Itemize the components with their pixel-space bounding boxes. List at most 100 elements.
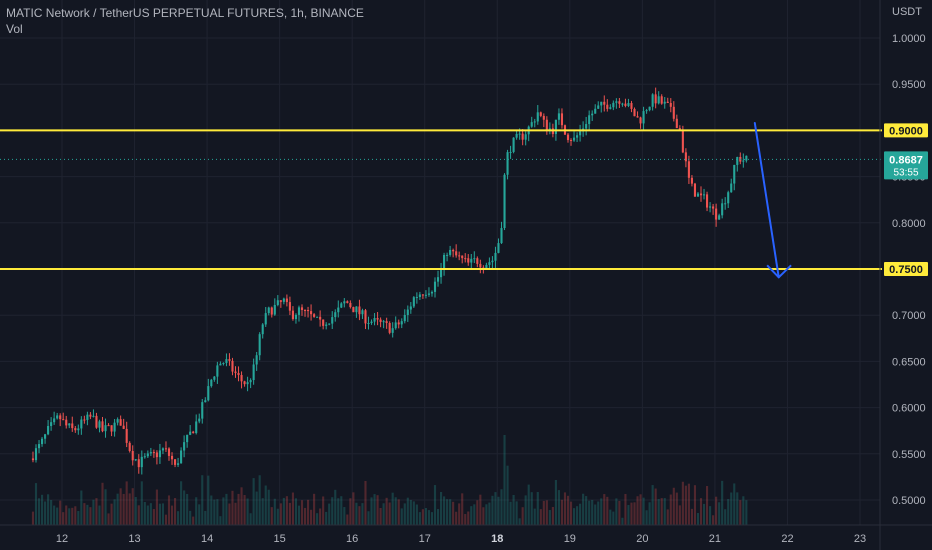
- candle-body: [306, 310, 310, 312]
- volume-bar: [388, 502, 391, 525]
- candle-body: [134, 459, 137, 461]
- volume-bar: [397, 499, 400, 525]
- volume-bar: [340, 496, 343, 525]
- volume-bar: [709, 506, 712, 525]
- volume-bar: [131, 488, 134, 525]
- candle-body: [712, 206, 715, 209]
- candle-body: [645, 110, 648, 112]
- candle-body: [497, 243, 500, 253]
- time-axis[interactable]: 12 13 14 15 16 17 18 19 20 21 22 23: [0, 524, 932, 545]
- volume-bar: [690, 508, 693, 525]
- candle-body: [282, 298, 285, 302]
- volume-bar: [50, 500, 53, 525]
- candle-body: [627, 103, 630, 106]
- projection-arrow[interactable]: [753, 122, 792, 279]
- grid: [0, 0, 880, 525]
- volume-bar: [237, 493, 240, 525]
- candle-body: [216, 365, 219, 377]
- volume-bar: [554, 479, 557, 525]
- volume-bar: [394, 497, 397, 525]
- candle-body: [533, 121, 536, 123]
- volume-bar: [149, 503, 152, 525]
- candle-body: [736, 156, 739, 165]
- volume-bar: [609, 509, 612, 525]
- volume-bar: [733, 483, 736, 525]
- candle-body: [343, 301, 346, 304]
- volume-bar: [134, 497, 137, 525]
- candle-body: [642, 111, 645, 124]
- volume-bar: [600, 498, 603, 525]
- candle-body: [249, 380, 252, 383]
- candle-body: [675, 118, 678, 129]
- candle-body: [95, 415, 98, 428]
- volume-bar: [92, 499, 95, 525]
- volume-bar: [627, 505, 630, 525]
- volume-bar: [681, 481, 684, 525]
- candle-body: [418, 294, 421, 298]
- time-tick-label: 16: [346, 533, 358, 545]
- volume-bar: [313, 493, 316, 525]
- candle-body: [300, 307, 304, 311]
- volume-bar: [675, 492, 678, 525]
- candle-body: [279, 300, 282, 302]
- volume-bar: [497, 496, 500, 525]
- candle-body: [721, 203, 724, 216]
- volume-bar: [74, 506, 77, 525]
- volume-bar: [542, 500, 545, 525]
- volume-bar: [352, 492, 355, 525]
- candle-body: [170, 455, 174, 460]
- volume-bar: [373, 494, 376, 525]
- volume-bar: [86, 504, 89, 525]
- volume-bar: [331, 497, 334, 525]
- volume-bar: [107, 513, 110, 525]
- price-tick-label: 0.6000: [892, 403, 926, 415]
- candle-body: [146, 453, 149, 457]
- candle-body: [591, 113, 594, 116]
- price-tick-label: 0.5000: [892, 495, 926, 507]
- candle-body: [367, 322, 370, 324]
- volume-bar: [412, 501, 415, 525]
- candle-body: [594, 108, 597, 114]
- volume-bar: [59, 500, 62, 525]
- volume-indicator-label[interactable]: Vol: [6, 22, 23, 36]
- candle-body: [131, 451, 134, 461]
- volume-bar: [663, 498, 666, 525]
- candle-body: [566, 134, 570, 141]
- candle-body: [364, 310, 367, 324]
- volume-bar: [125, 481, 128, 525]
- chart-title[interactable]: MATIC Network / TetherUS PERPETUAL FUTUR…: [6, 6, 364, 20]
- candle-body: [77, 428, 80, 431]
- volume-bar: [473, 504, 476, 525]
- volume-bar: [582, 493, 585, 525]
- volume-bar: [712, 515, 715, 525]
- volume-bar: [509, 501, 512, 525]
- candle-body: [189, 431, 192, 435]
- candle-body: [446, 254, 449, 256]
- candle-body: [439, 268, 443, 278]
- volume-bar: [337, 498, 340, 525]
- candle-body: [536, 112, 539, 122]
- price-tick-label: 0.8000: [892, 218, 926, 230]
- volume-bar: [71, 507, 74, 525]
- candle-body: [255, 355, 258, 365]
- candle-body: [291, 310, 294, 320]
- volume-bar: [527, 484, 530, 525]
- horizontal-levels[interactable]: [0, 129, 882, 270]
- volume-bar: [430, 512, 434, 525]
- candle-body: [733, 164, 736, 184]
- candle-body: [240, 375, 243, 382]
- candle-body: [687, 161, 690, 178]
- volume-bar: [264, 485, 267, 525]
- volume-bar: [433, 485, 437, 525]
- volume-bar: [273, 498, 276, 525]
- candle-body: [506, 152, 509, 175]
- candle-body: [56, 415, 59, 419]
- candle-body: [742, 160, 745, 162]
- current-price-label: 0.8687: [889, 154, 923, 166]
- candle-body: [391, 328, 394, 333]
- candle-body: [727, 192, 730, 204]
- candle-body: [660, 96, 663, 104]
- candle-body: [382, 321, 385, 323]
